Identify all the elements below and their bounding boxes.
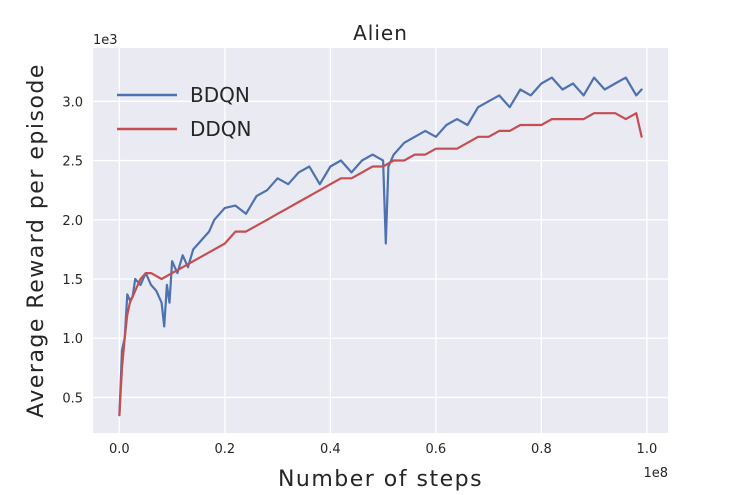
plot-area [93, 48, 668, 433]
series-layer [118, 76, 643, 417]
x-tick-label: 0.4 [320, 442, 341, 457]
series-line-bdqn [118, 76, 643, 417]
x-axis-offset-label: 1e8 [643, 466, 668, 481]
x-tick-label: 0.2 [215, 442, 236, 457]
legend-label-bdqn: BDQN [190, 83, 250, 107]
x-tick-label: 0.0 [109, 442, 130, 457]
y-tick-label: 1.5 [62, 273, 83, 288]
legend: BDQN DDQN [117, 83, 252, 141]
x-axis-label: Number of steps [278, 467, 483, 492]
y-axis-label: Average Reward per episode [24, 63, 49, 418]
legend-label-ddqn: DDQN [190, 117, 252, 141]
x-tick-label: 0.8 [531, 442, 552, 457]
y-tick-label: 3.0 [62, 95, 83, 110]
y-tick-label: 2.0 [62, 214, 83, 229]
x-tick-label: 0.6 [426, 442, 447, 457]
y-tick-label: 1.0 [62, 332, 83, 347]
y-axis-offset-label: 1e3 [93, 33, 118, 48]
y-tick-label: 2.5 [62, 155, 83, 170]
series-line-ddqn [118, 112, 643, 417]
chart-title: Alien [353, 21, 408, 45]
y-tick-label: 0.5 [62, 391, 83, 406]
grid-lines [93, 48, 668, 433]
tick-labels: 0.0 0.2 0.4 0.6 0.8 1.0 0.5 1.0 1.5 2.0 2.5 3.0 [62, 95, 657, 457]
x-tick-label: 1.0 [637, 442, 658, 457]
